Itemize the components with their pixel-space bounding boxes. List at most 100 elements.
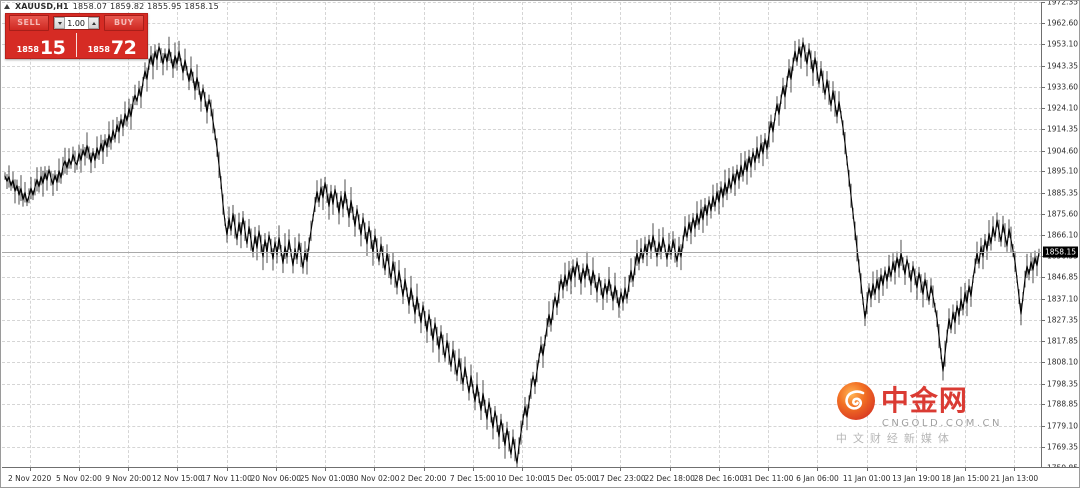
price-axis-label: 1846.85 bbox=[1047, 272, 1079, 282]
gridline bbox=[522, 2, 523, 468]
price-axis-label: 1817.85 bbox=[1047, 336, 1079, 346]
price-series bbox=[4, 36, 1040, 468]
axis-tick bbox=[522, 468, 523, 471]
price-axis-label: 1904.60 bbox=[1047, 146, 1079, 156]
axis-tick bbox=[1042, 404, 1045, 406]
axis-tick bbox=[1042, 65, 1045, 67]
axis-tick bbox=[374, 468, 376, 471]
last-price-tag: 1858.15 bbox=[1042, 246, 1078, 258]
axis-tick bbox=[1042, 362, 1045, 364]
last-price-line bbox=[2, 252, 1042, 254]
price-axis-label: 1972.35 bbox=[1047, 0, 1079, 7]
time-axis-label: 20 Nov 06:00 bbox=[250, 474, 302, 483]
chart-plot-area[interactable]: 中金网 CNGOLD.COM.CN 中文财经新媒体 bbox=[2, 2, 1042, 468]
axis-tick bbox=[1042, 235, 1045, 236]
gridline bbox=[29, 2, 31, 468]
gridline bbox=[275, 2, 277, 468]
gridline bbox=[1014, 2, 1016, 468]
axis-tick bbox=[1042, 192, 1045, 194]
axis-tick bbox=[1042, 171, 1045, 173]
one-click-trading-panel[interactable]: SELL 1.00 BUY 1858 15 1858 72 bbox=[5, 13, 148, 59]
axis-tick bbox=[1042, 383, 1045, 385]
axis-tick bbox=[423, 468, 425, 471]
gridline bbox=[78, 2, 80, 468]
gridline bbox=[669, 2, 671, 468]
axis-tick bbox=[1042, 23, 1045, 25]
price-axis-label: 1914.35 bbox=[1047, 124, 1079, 134]
axis-tick bbox=[571, 468, 573, 471]
buy-button[interactable]: BUY bbox=[104, 15, 144, 31]
gridline bbox=[177, 2, 179, 468]
time-axis[interactable]: 2 Nov 2020 5 Nov 02:00 9 Nov 20:00 12 Nov 1… bbox=[2, 467, 1079, 487]
axis-tick bbox=[1042, 129, 1045, 131]
chart-symbol-label: XAUUSD,H1 bbox=[15, 2, 69, 11]
price-axis-label: 1788.85 bbox=[1047, 399, 1079, 409]
price-axis-label: 1875.60 bbox=[1047, 209, 1079, 219]
time-axis-label: 12 Nov 15:00 bbox=[152, 474, 203, 483]
axis-tick bbox=[1042, 425, 1045, 427]
time-axis-label: 9 Nov 20:00 bbox=[105, 474, 151, 483]
price-axis-label: 1933.60 bbox=[1047, 82, 1079, 92]
price-axis-label: 1866.10 bbox=[1047, 230, 1079, 240]
time-axis-label: 21 Jan 13:00 bbox=[990, 474, 1039, 483]
price-axis-label: 1798.35 bbox=[1047, 379, 1079, 389]
gridline bbox=[866, 2, 868, 468]
gridline bbox=[817, 2, 819, 468]
time-axis-label: 7 Dec 15:00 bbox=[449, 474, 496, 483]
price-axis-label: 1837.10 bbox=[1047, 294, 1079, 304]
time-axis-label: 25 Nov 01:00 bbox=[299, 474, 351, 483]
axis-tick bbox=[1042, 107, 1045, 109]
axis-tick bbox=[1042, 298, 1045, 300]
gridline bbox=[472, 2, 474, 468]
axis-tick bbox=[1042, 277, 1045, 279]
time-axis-label: 28 Dec 16:00 bbox=[693, 474, 745, 483]
time-axis-label: 17 Dec 23:00 bbox=[595, 474, 646, 483]
sell-price-decimal: 15 bbox=[39, 37, 66, 59]
axis-tick bbox=[226, 468, 228, 471]
volume-field[interactable]: 1.00 bbox=[53, 16, 100, 30]
price-axis-label: 1808.10 bbox=[1047, 357, 1079, 367]
buy-price-integer: 1858 bbox=[87, 45, 110, 54]
axis-tick bbox=[817, 468, 819, 471]
gridline bbox=[718, 2, 720, 468]
gridline bbox=[423, 2, 425, 468]
axis-tick bbox=[620, 468, 622, 471]
sell-price[interactable]: 1858 15 bbox=[6, 31, 76, 58]
time-axis-label: 15 Dec 05:00 bbox=[546, 474, 597, 483]
price-axis-label: 1895.10 bbox=[1047, 166, 1079, 176]
axis-tick bbox=[128, 468, 130, 471]
volume-value[interactable]: 1.00 bbox=[67, 18, 85, 28]
gridline bbox=[325, 2, 327, 468]
buy-price[interactable]: 1858 72 bbox=[77, 31, 147, 58]
oct-prices-row: 1858 15 1858 72 bbox=[6, 31, 147, 58]
price-axis-label: 1943.35 bbox=[1047, 61, 1079, 71]
time-axis-label: 17 Nov 11:00 bbox=[201, 474, 252, 483]
axis-tick bbox=[275, 468, 277, 471]
axis-tick bbox=[1014, 468, 1016, 471]
axis-tick bbox=[1042, 86, 1045, 88]
gridline bbox=[128, 2, 130, 468]
axis-tick bbox=[472, 468, 474, 471]
price-axis[interactable]: 1972.35 1962.60 1953.10 1943.35 1933.60 1924.… bbox=[1041, 0, 1079, 473]
gridline bbox=[965, 2, 967, 468]
chart-ohlc-label: 1858.07 1859.82 1855.95 1858.15 bbox=[72, 2, 219, 11]
time-axis-label: 18 Jan 15:00 bbox=[941, 474, 989, 483]
time-axis-label: 31 Dec 11:00 bbox=[742, 474, 794, 483]
time-axis-label: 6 Jan 06:00 bbox=[796, 474, 839, 483]
time-axis-label: 2 Dec 20:00 bbox=[400, 474, 447, 483]
spinner-up-icon[interactable] bbox=[88, 17, 99, 29]
axis-tick bbox=[78, 468, 80, 471]
axis-tick bbox=[1042, 150, 1045, 152]
axis-tick bbox=[1042, 44, 1045, 46]
price-axis-label: 1953.10 bbox=[1047, 39, 1079, 49]
axis-tick bbox=[1042, 214, 1045, 216]
price-bar-wicks bbox=[4, 36, 1040, 468]
spinner-down-icon[interactable] bbox=[54, 17, 65, 29]
triangle-up-icon[interactable] bbox=[4, 4, 10, 9]
time-axis-label: 11 Jan 01:00 bbox=[842, 474, 891, 483]
axis-tick bbox=[915, 468, 917, 471]
price-axis-label: 1827.35 bbox=[1047, 315, 1079, 325]
axis-tick bbox=[866, 468, 868, 471]
sell-button[interactable]: SELL bbox=[9, 15, 49, 31]
time-axis-label: 30 Nov 02:00 bbox=[348, 474, 400, 483]
